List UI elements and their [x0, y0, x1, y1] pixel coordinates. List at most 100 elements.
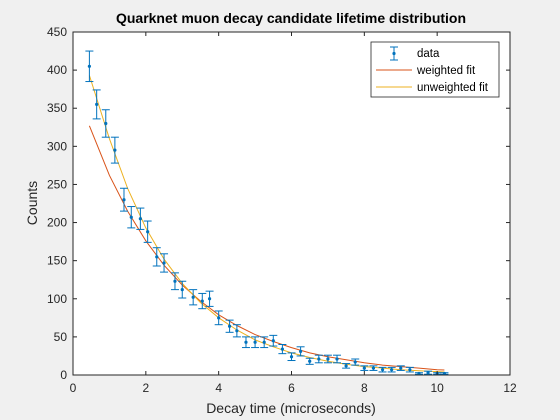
- data-point-14: [198, 292, 207, 310]
- data-marker: [180, 288, 184, 292]
- y-tick-label: 250: [47, 177, 67, 191]
- data-marker: [138, 217, 142, 221]
- data-marker: [442, 371, 447, 376]
- data-point-3: [101, 109, 110, 138]
- axis-ticks: 0 2 4 6 8 10 12 0 50 100 150 200 250 300 350 400 450: [47, 25, 517, 395]
- data-point-39: [424, 370, 433, 375]
- data-point-7: [136, 207, 145, 230]
- data-point-38: [414, 371, 423, 376]
- legend-entry-data: data: [390, 46, 440, 61]
- data-point-13: [189, 289, 198, 306]
- data-marker: [87, 64, 91, 68]
- data-marker: [308, 359, 312, 363]
- data-marker: [200, 299, 204, 303]
- data-point-34: [378, 366, 387, 373]
- data-marker: [129, 215, 133, 219]
- y-tick-label: 450: [47, 25, 67, 39]
- data-marker: [426, 371, 430, 375]
- x-tick-label: 12: [503, 381, 517, 395]
- data-marker: [95, 102, 99, 107]
- data-marker: [317, 357, 321, 361]
- data-marker: [271, 339, 275, 343]
- data-marker: [344, 364, 348, 368]
- data-marker: [289, 355, 294, 359]
- x-tick-label: 6: [288, 381, 295, 395]
- y-axis-label: Counts: [24, 181, 40, 225]
- data-point-5: [119, 187, 128, 212]
- data-marker: [335, 357, 339, 361]
- y-tick-label: 0: [60, 368, 67, 382]
- data-point-8: [143, 220, 152, 243]
- data-point-17: [225, 319, 234, 333]
- legend-label-data: data: [417, 48, 440, 60]
- data-point-33: [369, 365, 378, 371]
- data-marker: [253, 340, 257, 344]
- data-marker: [417, 371, 421, 376]
- data-point-41: [440, 371, 449, 376]
- data-point-1: [85, 50, 94, 83]
- data-point-10: [160, 253, 169, 273]
- legend-entry-unweighted-fit: unweighted fit: [376, 82, 489, 94]
- x-tick-label: 0: [70, 381, 77, 395]
- data-marker: [235, 329, 239, 333]
- data-marker: [173, 279, 177, 283]
- data-point-26: [305, 357, 314, 365]
- data-marker: [146, 230, 150, 234]
- data-point-16: [214, 310, 223, 326]
- data-marker: [191, 295, 195, 299]
- data-point-31: [351, 358, 360, 366]
- y-tick-label: 50: [54, 330, 68, 344]
- legend: data weighted fit unweighted fit: [370, 41, 500, 98]
- data-point-19: [241, 336, 250, 349]
- data-point-12: [178, 280, 187, 299]
- y-tick-label: 350: [47, 101, 67, 115]
- data-marker: [353, 360, 357, 364]
- data-marker: [104, 121, 108, 126]
- data-point-23: [278, 344, 287, 355]
- data-marker: [299, 349, 303, 353]
- data-point-18: [232, 324, 241, 338]
- data-point-21: [260, 336, 269, 349]
- data-point-2: [92, 89, 101, 120]
- data-point-6: [127, 206, 136, 229]
- data-marker: [280, 347, 284, 351]
- x-tick-label: 2: [142, 381, 149, 395]
- y-tick-label: 100: [47, 292, 67, 306]
- data-marker: [371, 366, 376, 370]
- data-point-32: [360, 365, 369, 371]
- legend-label-unweighted-fit: unweighted fit: [417, 82, 489, 94]
- y-tick-label: 150: [47, 254, 67, 268]
- legend-entry-weighted-fit: weighted fit: [376, 65, 476, 77]
- x-tick-label: 4: [215, 381, 222, 395]
- data-point-9: [152, 247, 161, 267]
- data-marker: [262, 340, 266, 344]
- data-point-24: [287, 352, 296, 362]
- y-tick-label: 200: [47, 216, 67, 230]
- data-marker: [244, 340, 248, 344]
- data-marker: [113, 148, 117, 152]
- y-tick-label: 300: [47, 139, 67, 153]
- data-point-15: [205, 290, 214, 307]
- data-marker: [399, 366, 403, 370]
- data-point-25: [296, 346, 305, 357]
- data-point-11: [170, 272, 179, 291]
- data-marker: [227, 324, 232, 328]
- data-marker: [155, 255, 159, 259]
- data-point-35: [387, 366, 396, 373]
- x-tick-label: 10: [430, 381, 444, 395]
- data-point-28: [323, 354, 332, 364]
- data-marker: [408, 368, 412, 372]
- data-points: [85, 50, 449, 376]
- x-axis-label: Decay time (microseconds): [206, 400, 376, 416]
- data-marker: [362, 366, 366, 370]
- x-tick-label: 8: [361, 381, 368, 395]
- legend-label-weighted-fit: weighted fit: [416, 65, 476, 77]
- data-marker: [122, 198, 126, 202]
- data-marker: [162, 261, 166, 265]
- data-point-22: [269, 334, 278, 347]
- chart-title: Quarknet muon decay candidate lifetime d…: [116, 10, 466, 26]
- data-marker: [326, 357, 330, 361]
- data-point-37: [405, 366, 414, 373]
